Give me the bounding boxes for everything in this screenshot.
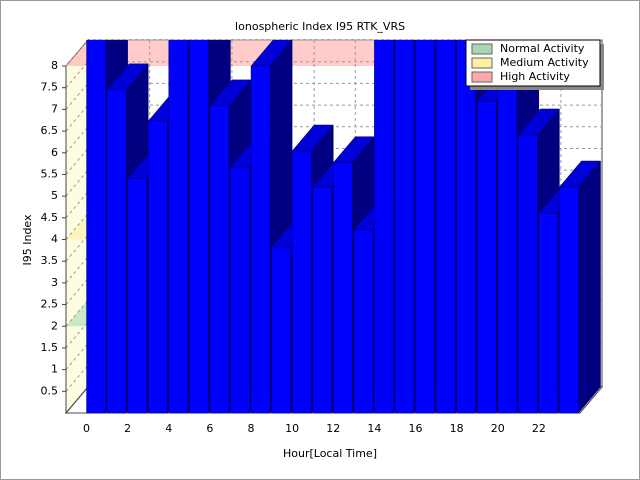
bar-front: [456, 40, 476, 414]
y-tick-label: 3.5: [41, 254, 59, 267]
bars: [86, 40, 602, 414]
y-tick-label: 1.5: [41, 341, 59, 354]
bar-front: [374, 40, 394, 414]
y-tick-label: 4: [51, 233, 58, 246]
bar-front: [250, 65, 271, 414]
x-tick-label: 20: [491, 422, 505, 435]
legend-swatch: [471, 71, 493, 83]
bar-front: [476, 100, 497, 414]
y-tick-label: 0.5: [41, 384, 59, 397]
y-tick-label: 5.5: [41, 167, 59, 180]
bar-front: [518, 134, 538, 414]
bar-front: [189, 40, 209, 414]
bar-front: [230, 166, 250, 414]
bar-front: [353, 229, 374, 414]
bar-front: [538, 212, 559, 414]
x-tick-label: 16: [409, 422, 423, 435]
bar-front: [106, 89, 127, 414]
y-tick-label: 8: [51, 59, 58, 72]
bar-front: [86, 40, 106, 414]
legend-label: High Activity: [500, 70, 570, 83]
bar-front: [147, 120, 168, 414]
bar-front: [168, 40, 189, 414]
legend-label: Normal Activity: [500, 42, 585, 55]
bar-front: [497, 78, 518, 414]
bar-front: [127, 178, 147, 414]
x-tick-label: 12: [326, 422, 340, 435]
x-tick-label: 0: [83, 422, 90, 435]
y-tick-label: 5: [51, 189, 58, 202]
legend-swatch: [471, 57, 493, 69]
y-tick-label: 6: [51, 146, 58, 159]
y-tick-label: 3: [51, 276, 58, 289]
bar-front: [415, 40, 435, 414]
x-tick-label: 14: [367, 422, 381, 435]
y-axis-label: I95 Index: [21, 214, 34, 266]
bar-front: [559, 186, 579, 414]
y-tick-label: 2.5: [41, 298, 59, 311]
y-tick-label: 2: [51, 319, 58, 332]
bar-front: [209, 105, 230, 414]
x-tick-label: 2: [124, 422, 131, 435]
x-tick-label: 18: [450, 422, 464, 435]
y-tick-label: 1: [51, 363, 58, 376]
bar-front: [435, 40, 456, 414]
y-tick-label: 4.5: [41, 211, 59, 224]
bar-front: [312, 186, 333, 414]
bar-front: [291, 150, 312, 414]
y-tick-label: 7: [51, 102, 58, 115]
legend-label: Medium Activity: [500, 56, 589, 69]
x-tick-label: 6: [206, 422, 213, 435]
bar-front: [394, 40, 415, 414]
x-tick-label: 22: [532, 422, 546, 435]
bar: [558, 160, 602, 414]
bar-front: [271, 246, 291, 414]
y-tick-label: 7.5: [41, 81, 59, 94]
x-tick-label: 8: [248, 422, 255, 435]
x-tick-label: 4: [165, 422, 172, 435]
x-axis-label: Hour[Local Time]: [283, 447, 377, 460]
y-tick-label: 6.5: [41, 124, 59, 137]
x-tick-label: 10: [285, 422, 299, 435]
legend-swatch: [471, 43, 493, 55]
bar-front: [333, 162, 353, 414]
chart-title: Ionospheric Index I95 RTK_VRS: [235, 20, 405, 33]
bar-side: [578, 160, 601, 414]
